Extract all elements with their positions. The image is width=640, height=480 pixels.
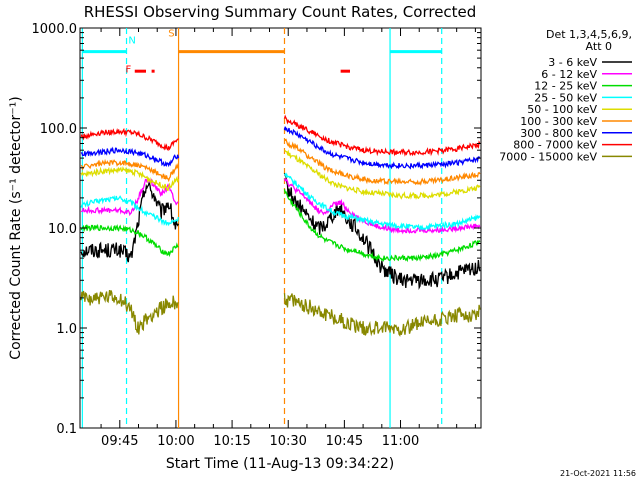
series-line [80, 146, 180, 168]
series-group [80, 114, 481, 337]
y-tick-label: 100.0 [40, 122, 77, 137]
timestamp: 21-Oct-2021 11:56 [560, 469, 636, 478]
y-axis-ticks: 0.1 1.0 10.0 100.0 1000.0 [32, 22, 481, 437]
x-tick-label: 10:45 [326, 434, 363, 449]
series-line [80, 290, 179, 335]
series-line [283, 114, 481, 157]
series-line [80, 195, 180, 227]
legend-entry-label: 800 - 7000 keV [513, 139, 597, 152]
series-line [284, 138, 481, 186]
series-line [284, 172, 481, 231]
legend-entry-label: 7000 - 15000 keV [499, 150, 597, 163]
series-line [283, 126, 481, 170]
flag-label: F [126, 64, 132, 75]
series-line [80, 127, 179, 152]
legend-header-line2: Att 0 [586, 40, 612, 53]
x-tick-label: 10:30 [269, 434, 306, 449]
chart-title: RHESSI Observing Summary Count Rates, Co… [84, 3, 477, 21]
series-line [284, 149, 481, 200]
x-tick-label: 10:00 [157, 434, 194, 449]
legend-entry-label: 6 - 12 keV [541, 68, 597, 81]
x-tick-label: 09:45 [101, 434, 138, 449]
series-line [80, 223, 179, 258]
y-axis-label: Corrected Count Rate (s⁻¹ detector⁻¹) [8, 96, 24, 359]
series-line [81, 176, 179, 217]
x-axis-label: Start Time (11-Aug-13 09:34:22) [166, 456, 394, 472]
legend-entry-label: 50 - 100 keV [527, 103, 597, 116]
x-tick-label: 11:00 [382, 434, 419, 449]
y-tick-label: 0.1 [56, 422, 77, 437]
y-tick-label: 10.0 [48, 222, 77, 237]
legend-entry-label: 100 - 300 keV [520, 115, 597, 128]
legend-header-line1: Det 1,3,4,5,6,9, [546, 28, 632, 41]
series-line [283, 188, 481, 263]
series-line [283, 293, 481, 337]
legend-entry-label: 12 - 25 keV [534, 80, 597, 93]
y-tick-label: 1.0 [56, 322, 77, 337]
series-line [283, 178, 481, 235]
x-axis-ticks: 09:45 10:00 10:15 10:30 10:45 11:00 [100, 28, 476, 449]
series-line [80, 165, 180, 191]
y-tick-label: 1000.0 [32, 22, 78, 37]
legend-entry-label: 25 - 50 keV [534, 91, 597, 104]
series-line [283, 172, 481, 290]
x-tick-label: 10:15 [213, 434, 250, 449]
flag-label: N [128, 35, 135, 46]
flag-bars: N S F [82, 29, 442, 75]
series-line [80, 181, 179, 263]
legend-entry-label: 3 - 6 keV [548, 56, 597, 69]
legend-entry-label: 300 - 800 keV [520, 127, 597, 140]
series-line [80, 158, 180, 183]
flag-label: S [168, 29, 174, 40]
